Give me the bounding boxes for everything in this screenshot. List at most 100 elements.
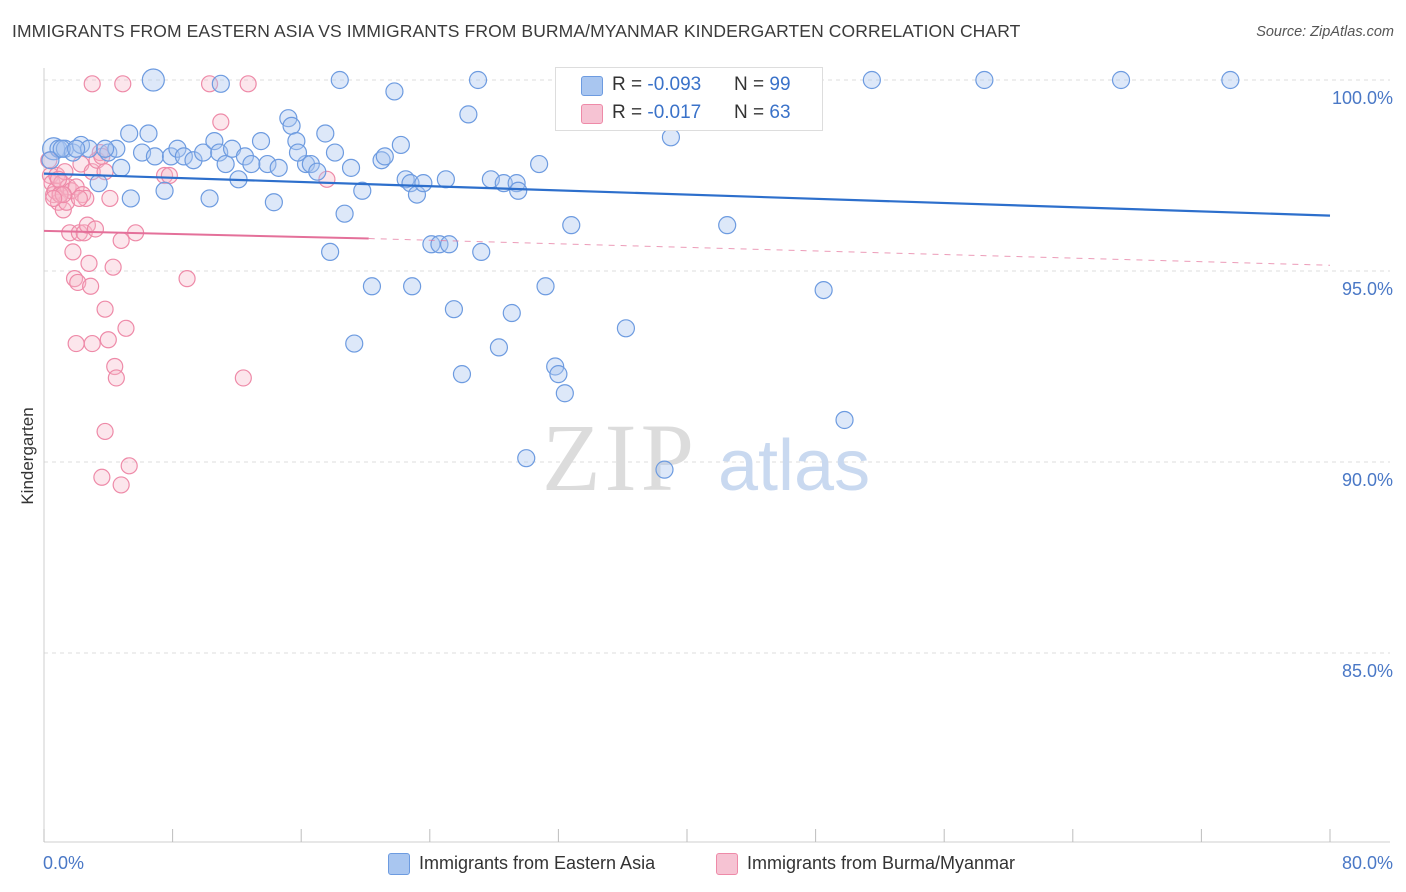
eastern-asia-point — [459, 105, 478, 124]
eastern-asia-point — [362, 277, 382, 296]
legend-label-eastern-asia: Immigrants from Eastern Asia — [419, 853, 656, 873]
eastern-asia-point — [89, 174, 108, 193]
eastern-asia-point — [184, 151, 203, 170]
burma-point — [239, 75, 257, 93]
stats-row-burma: R = -0.017 N = 63 — [556, 100, 822, 128]
eastern-asia-point — [139, 124, 158, 143]
burma-point — [160, 166, 178, 185]
eastern-asia-point — [549, 365, 568, 384]
eastern-asia-point — [1111, 70, 1131, 90]
burma-point — [114, 75, 132, 93]
eastern-asia-point — [120, 124, 139, 143]
stats-row-eastern-asia: R = -0.093 N = 99 — [556, 72, 822, 100]
y-tick-label: 90.0% — [1342, 470, 1393, 490]
eastern-asia-point — [375, 147, 394, 166]
eastern-asia-point — [385, 82, 404, 101]
eastern-asia-point — [430, 235, 449, 254]
eastern-asia-point — [258, 154, 277, 174]
burma-point — [117, 319, 135, 337]
trend-line-burma — [43, 229, 369, 240]
eastern-asia-point — [353, 181, 372, 200]
eastern-asia-point — [52, 139, 71, 158]
n-label: N = — [734, 102, 770, 123]
burma-point — [45, 189, 63, 208]
eastern-asia-point — [555, 384, 574, 403]
eastern-asia-point — [145, 147, 165, 166]
watermark-zip: ZIP — [542, 404, 698, 511]
eastern-asia-point — [439, 235, 459, 254]
eastern-asia-point — [155, 181, 174, 200]
eastern-asia-point — [251, 132, 271, 151]
eastern-asia-point — [616, 319, 636, 338]
chart-title: IMMIGRANTS FROM EASTERN ASIA VS IMMIGRAN… — [12, 21, 1021, 41]
eastern-asia-point — [112, 158, 131, 177]
series-legend: Immigrants from Eastern Asia Immigrants … — [0, 850, 1406, 880]
eastern-asia-point — [287, 132, 306, 151]
eastern-asia-point — [345, 334, 364, 353]
swatch-eastern-asia — [581, 76, 603, 96]
y-tick-label: 100.0% — [1332, 88, 1393, 108]
n-label: N = — [734, 74, 770, 95]
burma-point — [77, 189, 95, 208]
burma-point — [178, 270, 196, 288]
eastern-asia-point — [1221, 70, 1240, 90]
eastern-asia-point — [301, 154, 320, 174]
eastern-asia-point — [862, 70, 881, 90]
y-tick-label: 95.0% — [1342, 279, 1393, 299]
trend-line-eastern-asia — [43, 172, 1331, 217]
eastern-asia-point — [282, 116, 301, 135]
burma-point — [99, 331, 117, 349]
y-tick-label: 85.0% — [1342, 661, 1393, 681]
y-axis-label: Kindergarten — [18, 407, 37, 504]
eastern-asia-point — [403, 277, 422, 296]
eastern-asia-point — [655, 460, 674, 479]
watermark: ZIP atlas — [542, 404, 870, 511]
eastern-asia-point — [536, 277, 555, 296]
eastern-asia-point — [67, 139, 86, 158]
eastern-asia-point — [316, 124, 335, 143]
eastern-asia-point — [341, 158, 361, 177]
eastern-asia-point — [507, 174, 526, 193]
burma-point — [120, 457, 138, 475]
r-value: -0.017 — [647, 102, 702, 123]
x-tick-label: 0.0% — [43, 853, 84, 873]
eastern-asia-point — [414, 174, 433, 193]
burma-point — [49, 170, 68, 188]
eastern-asia-point — [718, 216, 737, 235]
eastern-asia-point — [242, 154, 261, 174]
r-label: R = — [612, 74, 648, 95]
trend-lines — [43, 172, 1331, 266]
eastern-asia-point — [161, 147, 181, 166]
grid-lines — [44, 79, 1390, 654]
eastern-asia-point — [141, 68, 165, 92]
burma-point — [112, 231, 130, 250]
burma-point — [101, 189, 119, 208]
source-label: Source: ZipAtlas.com — [1256, 24, 1394, 40]
eastern-asia-point — [95, 139, 115, 158]
eastern-asia-point — [335, 204, 354, 223]
burma-point — [155, 166, 174, 185]
n-value: 63 — [769, 102, 791, 123]
eastern-asia-point — [517, 449, 536, 468]
burma-point — [212, 113, 230, 131]
tick-labels: 85.0% 90.0% 95.0% 100.0% 0.0% 80.0% — [43, 88, 1393, 873]
trend-line-burma-extension — [368, 238, 1331, 266]
burma-point — [96, 300, 114, 318]
eastern-asia-point — [269, 158, 288, 177]
r-label: R = — [612, 102, 648, 123]
stats-legend: R = -0.093 N = 99 R = -0.017 N = 63 — [555, 67, 823, 131]
eastern-asia-point — [975, 70, 994, 90]
burma-point — [64, 243, 82, 261]
eastern-asia-point — [121, 189, 140, 208]
eastern-asia-point — [211, 74, 230, 93]
eastern-asia-point — [835, 410, 854, 430]
eastern-asia-point — [79, 139, 99, 158]
eastern-asia-point — [308, 162, 327, 181]
burma-point — [61, 224, 79, 242]
eastern-asia-point — [205, 132, 224, 151]
eastern-asia-point — [391, 135, 410, 155]
burma-point — [83, 334, 101, 353]
eastern-asia-point — [325, 143, 345, 162]
eastern-asia-point — [174, 147, 193, 166]
